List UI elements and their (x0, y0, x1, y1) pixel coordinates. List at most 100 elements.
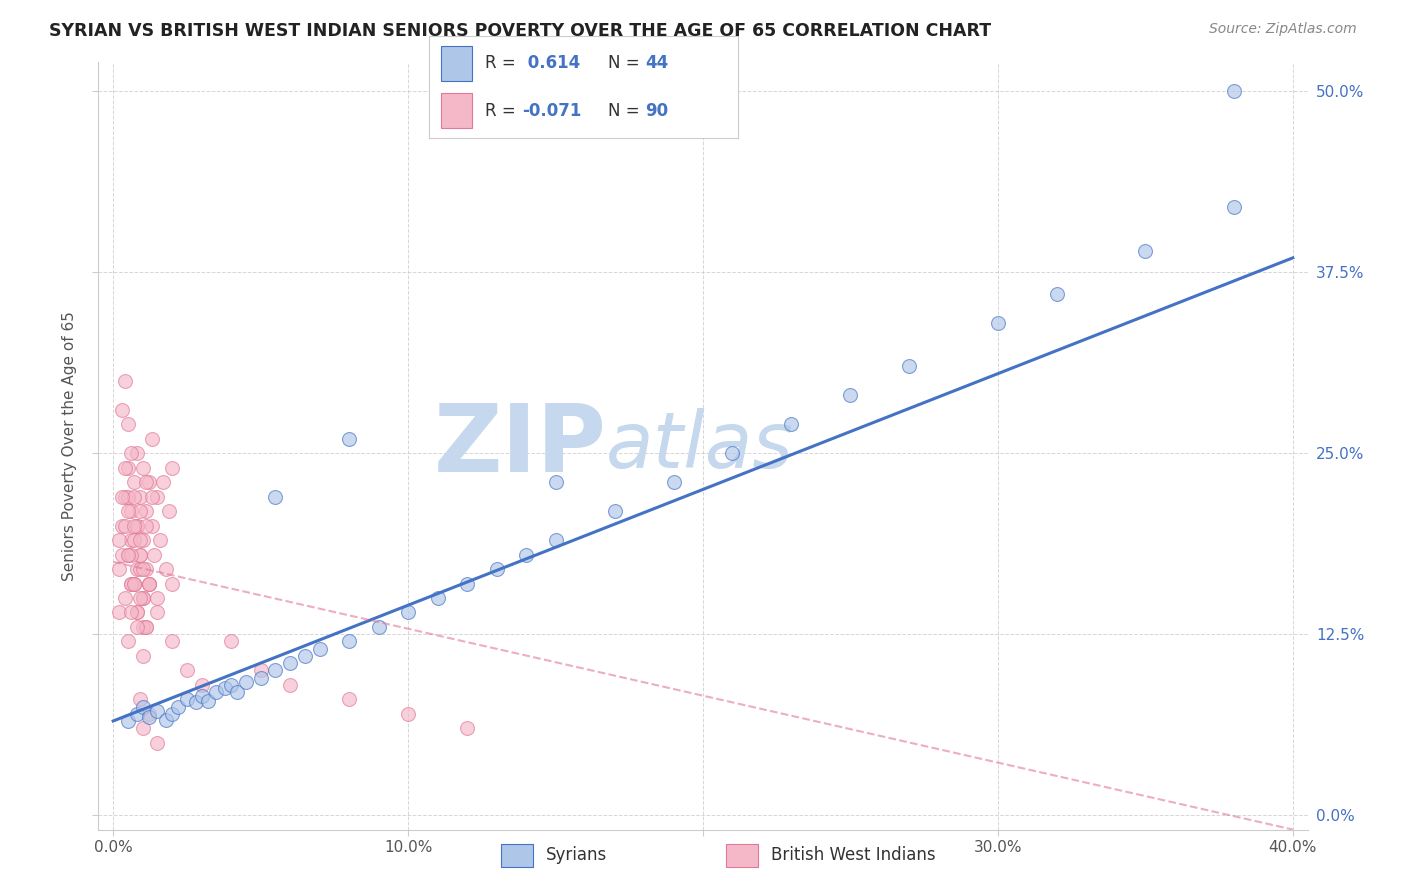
Point (987, 316, 1010, 330)
Point (157, 504, 180, 518)
Point (143, 548, 166, 562)
Point (135, 620, 157, 634)
Point (485, 562, 508, 576)
Point (117, 504, 139, 518)
Text: atlas: atlas (606, 408, 794, 484)
Text: -0.071: -0.071 (522, 102, 581, 120)
Point (125, 606, 148, 620)
Point (141, 518, 163, 533)
Point (190, 678, 212, 692)
Text: British West Indians: British West Indians (770, 847, 935, 864)
Point (294, 648, 316, 663)
Point (141, 432, 163, 446)
Text: 90: 90 (645, 102, 668, 120)
Point (114, 460, 136, 475)
Point (160, 706, 183, 721)
Text: ZIP: ZIP (433, 400, 606, 492)
Point (125, 562, 148, 576)
Point (146, 736, 169, 750)
Point (117, 714, 139, 728)
Point (120, 606, 142, 620)
Point (1223, 200, 1246, 214)
Point (219, 678, 242, 692)
Point (108, 606, 131, 620)
Point (131, 591, 153, 605)
Point (131, 721, 153, 735)
Point (111, 518, 134, 533)
Point (125, 518, 148, 533)
Point (1135, 244, 1157, 258)
Point (138, 576, 160, 591)
Text: R =: R = (485, 102, 520, 120)
Point (278, 678, 301, 692)
Point (249, 671, 271, 685)
Point (114, 374, 136, 388)
Point (111, 402, 134, 417)
Text: SYRIAN VS BRITISH WEST INDIAN SENIORS POVERTY OVER THE AGE OF 65 CORRELATION CHA: SYRIAN VS BRITISH WEST INDIAN SENIORS PO… (49, 22, 991, 40)
Point (197, 694, 219, 708)
Point (839, 388, 862, 402)
Point (128, 562, 150, 576)
Point (515, 548, 537, 562)
Point (149, 533, 172, 547)
Point (264, 490, 287, 504)
Point (122, 576, 145, 591)
Point (138, 475, 160, 490)
Point (155, 562, 177, 576)
Point (135, 620, 157, 634)
Point (114, 518, 136, 533)
Point (603, 504, 626, 518)
Point (226, 685, 249, 699)
Point (122, 576, 145, 591)
Point (155, 713, 177, 727)
Point (117, 548, 139, 562)
Point (141, 490, 163, 504)
Point (219, 634, 242, 648)
Point (131, 620, 153, 634)
Point (120, 576, 142, 591)
Point (125, 518, 148, 533)
Point (152, 475, 174, 490)
Point (135, 504, 157, 518)
Text: N =: N = (609, 54, 645, 72)
Point (138, 709, 160, 723)
Point (264, 664, 287, 678)
Point (117, 634, 139, 648)
Point (120, 446, 142, 460)
Point (146, 591, 169, 605)
Point (131, 562, 153, 576)
Point (138, 576, 160, 591)
Point (396, 706, 419, 721)
Point (120, 548, 142, 562)
Point (184, 695, 207, 709)
Point (721, 446, 744, 460)
Point (135, 475, 157, 490)
Point (544, 533, 567, 547)
Point (396, 606, 419, 620)
Bar (441, 93, 472, 128)
Point (131, 591, 153, 605)
Point (205, 685, 228, 699)
Point (146, 490, 169, 504)
Point (128, 533, 150, 547)
Point (108, 533, 131, 547)
Point (1223, 84, 1246, 98)
Point (125, 706, 148, 721)
Point (456, 721, 478, 735)
Point (111, 548, 134, 562)
Point (780, 417, 803, 432)
Point (122, 518, 145, 533)
Point (131, 699, 153, 714)
Point (138, 576, 160, 591)
Point (308, 641, 330, 656)
Point (235, 674, 257, 689)
Text: Source: ZipAtlas.com: Source: ZipAtlas.com (1209, 22, 1357, 37)
Text: 44: 44 (645, 54, 669, 72)
Point (544, 475, 567, 490)
Bar (441, 45, 472, 81)
Point (1046, 287, 1069, 301)
Point (122, 533, 145, 547)
Point (111, 490, 134, 504)
Point (128, 591, 150, 605)
Point (160, 634, 183, 648)
